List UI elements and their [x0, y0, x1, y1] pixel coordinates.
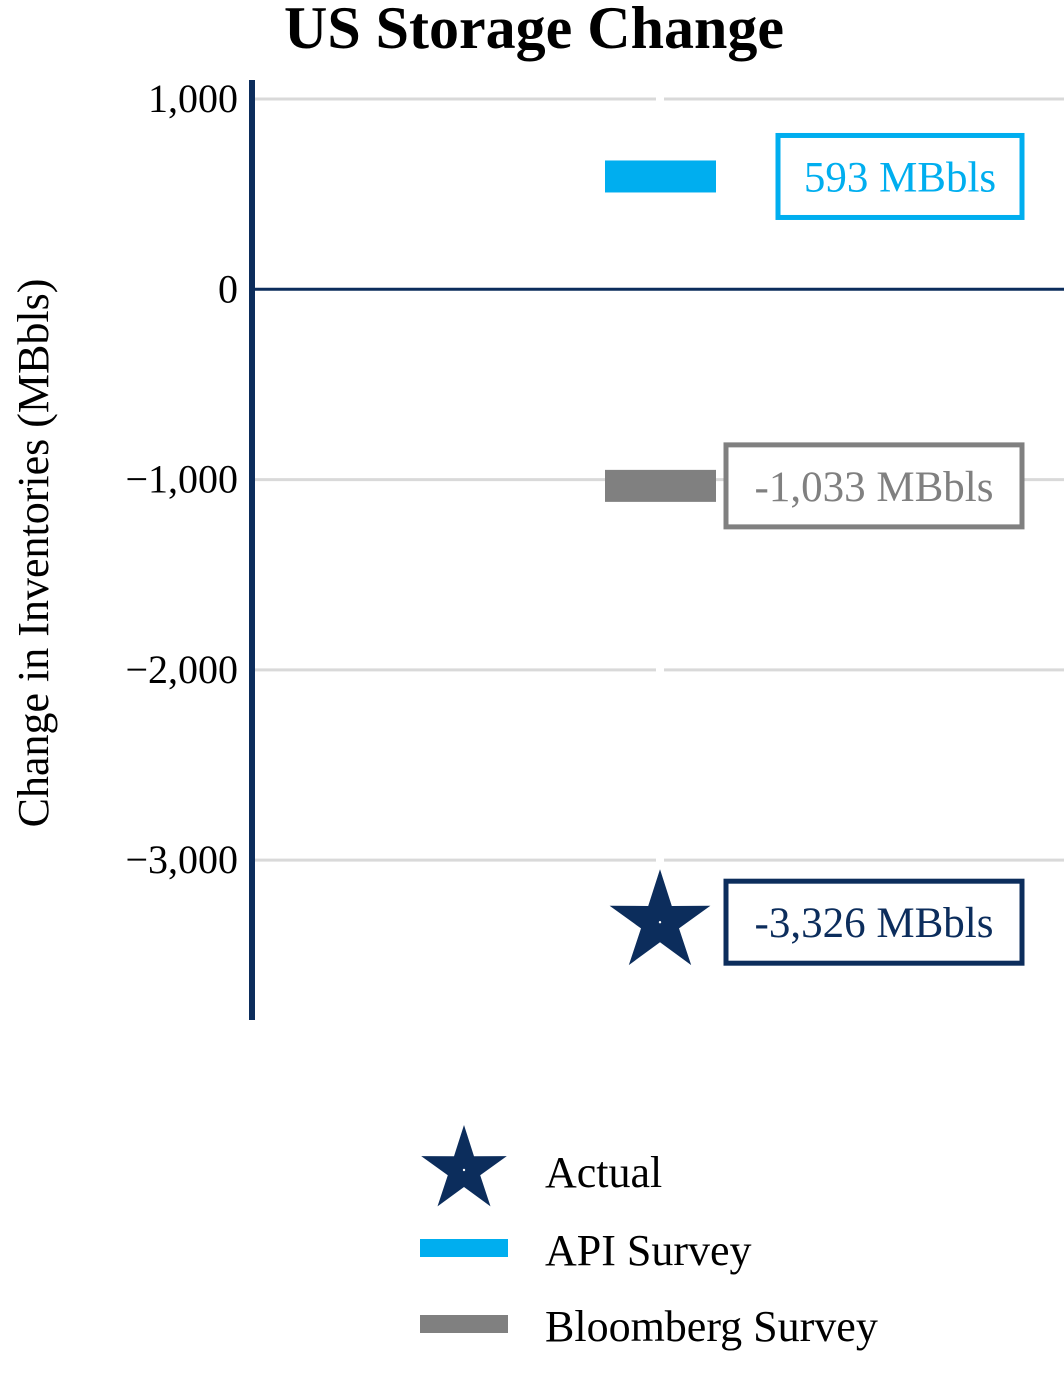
actual-annotation-box — [723, 878, 1025, 966]
api-survey-value-label: 593 MBbls — [804, 154, 996, 201]
actual-value-label: -3,326 MBbls — [755, 900, 994, 947]
y-tick-label: 1,000 — [148, 76, 238, 121]
y-tick-label: −1,000 — [125, 457, 238, 502]
legend-bloomberg-survey-label: Bloomberg Survey — [545, 1302, 878, 1351]
api-survey-bar-marker — [605, 160, 716, 193]
legend-api-survey-label: API Survey — [545, 1226, 752, 1275]
y-tick-label: −2,000 — [125, 647, 238, 692]
api-survey-annotation-box — [775, 132, 1025, 220]
actual-marker-dot — [658, 920, 662, 924]
legend-api-survey-swatch — [420, 1239, 508, 1257]
bloomberg-survey-value-label: -1,033 MBbls — [755, 464, 994, 511]
y-tick-label: −3,000 — [125, 837, 238, 882]
legend-bloomberg-survey-swatch — [420, 1315, 508, 1333]
y-axis-ticks: 1,000 0 −1,000 −2,000 −3,000 — [125, 76, 238, 882]
chart-title: US Storage Change — [284, 0, 784, 61]
bloomberg-survey-annotation-box — [723, 442, 1025, 530]
y-axis-title: Change in Inventories (MBbls) — [9, 279, 58, 828]
actual-star-marker — [609, 869, 711, 966]
legend-actual-marker-dot — [462, 1168, 466, 1172]
legend: Actual API Survey Bloomberg Survey — [420, 1125, 878, 1351]
legend-actual-label: Actual — [545, 1148, 662, 1197]
y-tick-label: 0 — [218, 266, 238, 311]
legend-actual-star-icon — [421, 1125, 507, 1207]
bloomberg-survey-bar-marker — [605, 469, 716, 502]
data-marks — [605, 160, 716, 966]
value-annotations: -3,326 MBbls 593 MBbls -1,033 MBbls — [723, 132, 1025, 966]
